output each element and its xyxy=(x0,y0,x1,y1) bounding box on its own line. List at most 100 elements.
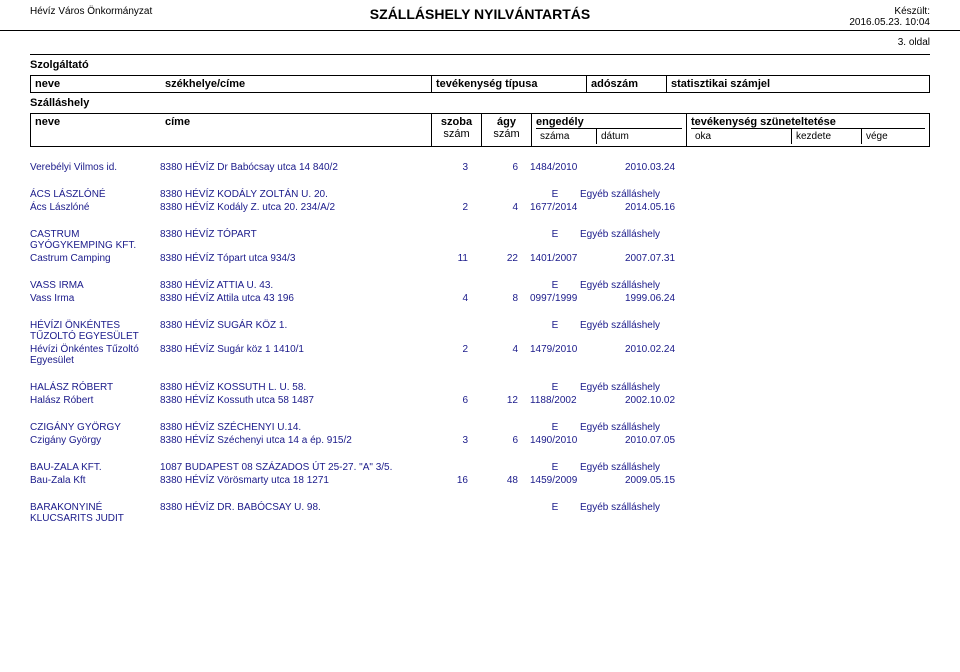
property-row: Hévízi Önkéntes Tűzoltó Egyesület8380 HÉ… xyxy=(30,343,930,367)
col-blank xyxy=(430,280,480,291)
permit-date: 2010.03.24 xyxy=(625,162,695,173)
record-group: CASTRUM GYÓGYKEMPING KFT.8380 HÉVÍZ TÓPA… xyxy=(30,228,930,265)
property-row: Castrum Camping8380 HÉVÍZ Tópart utca 93… xyxy=(30,252,930,265)
property-row: Verebélyi Vilmos id.8380 HÉVÍZ Dr Babócs… xyxy=(30,161,930,174)
provider-row: ÁCS LÁSZLÓNÉ8380 HÉVÍZ KODÁLY ZOLTÁN U. … xyxy=(30,188,930,201)
property-address: 8380 HÉVÍZ Sugár köz 1 1410/1 xyxy=(160,344,430,366)
col-blank xyxy=(430,189,480,200)
provider-row: VASS IRMA8380 HÉVÍZ ATTIA U. 43.EEgyéb s… xyxy=(30,279,930,292)
hdr-neve2: neve xyxy=(31,114,161,146)
type-mark: E xyxy=(530,320,580,342)
property-name: Castrum Camping xyxy=(30,253,160,264)
hdr-agy-2: szám xyxy=(486,128,527,140)
permit-number: 1490/2010 xyxy=(530,435,625,446)
provider-row: HÉVÍZI ÖNKÉNTES TŰZOLTÓ EGYESÜLET8380 HÉ… xyxy=(30,319,930,343)
property-row: Czigány György8380 HÉVÍZ Széchenyi utca … xyxy=(30,434,930,447)
property-type: Egyéb szálláshely xyxy=(580,280,930,291)
property-type: Egyéb szálláshely xyxy=(580,189,930,200)
hdr-kezdete: kezdete xyxy=(791,129,861,144)
col-blank xyxy=(430,382,480,393)
permit-number: 1484/2010 xyxy=(530,162,625,173)
provider-name: HALÁSZ RÓBERT xyxy=(30,382,160,393)
hdr-vege: vége xyxy=(861,129,911,144)
record-group: HALÁSZ RÓBERT8380 HÉVÍZ KOSSUTH L. U. 58… xyxy=(30,381,930,407)
provider-address: 1087 BUDAPEST 08 SZÁZADOS ÚT 25-27. "A" … xyxy=(160,462,430,473)
room-count: 11 xyxy=(430,253,480,264)
provider-row: HALÁSZ RÓBERT8380 HÉVÍZ KOSSUTH L. U. 58… xyxy=(30,381,930,394)
record-group: BARAKONYINÉ KLUCSARITS JUDIT8380 HÉVÍZ D… xyxy=(30,501,930,525)
col-blank xyxy=(480,189,530,200)
col-blank xyxy=(430,502,480,524)
property-name: Vass Irma xyxy=(30,293,160,304)
col-blank xyxy=(480,422,530,433)
hdr-szoba: szoba szám xyxy=(431,114,481,146)
bed-count: 4 xyxy=(480,202,530,213)
room-count: 2 xyxy=(430,344,480,366)
type-mark: E xyxy=(530,462,580,473)
property-address: 8380 HÉVÍZ Attila utca 43 196 xyxy=(160,293,430,304)
provider-address: 8380 HÉVÍZ KODÁLY ZOLTÁN U. 20. xyxy=(160,189,430,200)
property-row: Vass Irma8380 HÉVÍZ Attila utca 43 19648… xyxy=(30,292,930,305)
property-address: 8380 HÉVÍZ Kodály Z. utca 20. 234/A/2 xyxy=(160,202,430,213)
bed-count: 6 xyxy=(480,435,530,446)
type-mark: E xyxy=(530,502,580,524)
hdr-agy-1: ágy xyxy=(486,116,527,128)
property-address: 8380 HÉVÍZ Vörösmarty utca 18 1271 xyxy=(160,475,430,486)
property-name: Halász Róbert xyxy=(30,395,160,406)
record-group: ÁCS LÁSZLÓNÉ8380 HÉVÍZ KODÁLY ZOLTÁN U. … xyxy=(30,188,930,214)
col-blank xyxy=(480,229,530,251)
section-szolgaltato: Szolgáltató xyxy=(0,55,960,75)
bed-count: 48 xyxy=(480,475,530,486)
room-count: 16 xyxy=(430,475,480,486)
hdr-szama: száma xyxy=(536,129,596,144)
type-mark: E xyxy=(530,189,580,200)
page-header: Hévíz Város Önkormányzat SZÁLLÁSHELY NYI… xyxy=(0,0,960,31)
permit-date: 2014.05.16 xyxy=(625,202,695,213)
hdr-eng-sub: száma dátum xyxy=(536,128,682,144)
hdr-szekhelye: székhelye/címe xyxy=(161,76,431,92)
hdr-tevekenyseg: tevékenység típusa xyxy=(431,76,586,92)
permit-number: 1401/2007 xyxy=(530,253,625,264)
property-address: 8380 HÉVÍZ Széchenyi utca 14 a ép. 915/2 xyxy=(160,435,430,446)
property-type: Egyéb szálláshely xyxy=(580,382,930,393)
provider-address: 8380 HÉVÍZ SUGÁR KÖZ 1. xyxy=(160,320,430,342)
header-table-2: neve címe szoba szám ágy szám engedély s… xyxy=(30,113,930,147)
type-mark: E xyxy=(530,280,580,291)
hdr-eng-label: engedély xyxy=(536,116,682,128)
property-type: Egyéb szálláshely xyxy=(580,502,930,524)
hdr-neve: neve xyxy=(31,76,161,92)
property-type: Egyéb szálláshely xyxy=(580,462,930,473)
permit-date: 1999.06.24 xyxy=(625,293,695,304)
record-group: CZIGÁNY GYÖRGY8380 HÉVÍZ SZÉCHENYI U.14.… xyxy=(30,421,930,447)
hdr-szunet-label: tevékenység szüneteltetése xyxy=(691,116,925,128)
col-blank xyxy=(430,422,480,433)
col-blank xyxy=(480,382,530,393)
provider-name: CZIGÁNY GYÖRGY xyxy=(30,422,160,433)
header-table: neve székhelye/címe tevékenység típusa a… xyxy=(30,75,930,93)
hdr-szoba-1: szoba xyxy=(436,116,477,128)
hdr-szunet-sub: oka kezdete vége xyxy=(691,128,925,144)
property-type: Egyéb szálláshely xyxy=(580,320,930,342)
bed-count: 6 xyxy=(480,162,530,173)
property-name: Verebélyi Vilmos id. xyxy=(30,162,160,173)
property-row: Halász Róbert8380 HÉVÍZ Kossuth utca 58 … xyxy=(30,394,930,407)
record-group: HÉVÍZI ÖNKÉNTES TŰZOLTÓ EGYESÜLET8380 HÉ… xyxy=(30,319,930,367)
page-number: 3. oldal xyxy=(0,31,960,52)
hdr-szunet: tevékenység szüneteltetése oka kezdete v… xyxy=(686,114,929,146)
data-rows: Verebélyi Vilmos id.8380 HÉVÍZ Dr Babócs… xyxy=(0,161,960,525)
hdr-cime: címe xyxy=(161,114,431,146)
provider-name: HÉVÍZI ÖNKÉNTES TŰZOLTÓ EGYESÜLET xyxy=(30,320,160,342)
property-row: Bau-Zala Kft8380 HÉVÍZ Vörösmarty utca 1… xyxy=(30,474,930,487)
page-title: SZÁLLÁSHELY NYILVÁNTARTÁS xyxy=(370,6,590,22)
property-address: 8380 HÉVÍZ Kossuth utca 58 1487 xyxy=(160,395,430,406)
provider-row: BARAKONYINÉ KLUCSARITS JUDIT8380 HÉVÍZ D… xyxy=(30,501,930,525)
permit-number: 1677/2014 xyxy=(530,202,625,213)
room-count: 4 xyxy=(430,293,480,304)
room-count: 2 xyxy=(430,202,480,213)
permit-date: 2010.07.05 xyxy=(625,435,695,446)
permit-number: 0997/1999 xyxy=(530,293,625,304)
provider-address: 8380 HÉVÍZ KOSSUTH L. U. 58. xyxy=(160,382,430,393)
room-count: 6 xyxy=(430,395,480,406)
permit-number: 1479/2010 xyxy=(530,344,625,366)
provider-address: 8380 HÉVÍZ ATTIA U. 43. xyxy=(160,280,430,291)
